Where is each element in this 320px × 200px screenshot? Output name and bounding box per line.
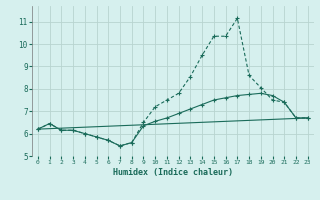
X-axis label: Humidex (Indice chaleur): Humidex (Indice chaleur) (113, 168, 233, 177)
